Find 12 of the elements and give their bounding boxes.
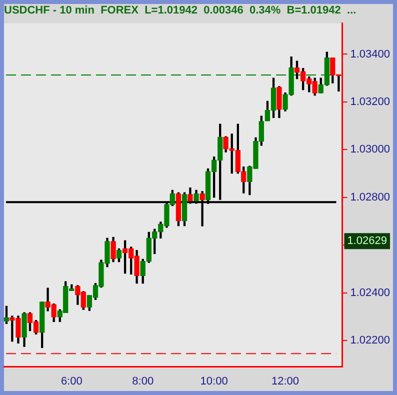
- y-tick-label: 1.02800: [350, 191, 390, 204]
- y-tick-label: 1.03400: [350, 48, 390, 60]
- y-tick-label: 1.02200: [350, 334, 390, 347]
- x-tick-label: 12:00: [272, 375, 300, 388]
- x-tick-label: 10:00: [200, 375, 228, 388]
- y-tick-label: 1.02400: [350, 286, 390, 299]
- y-tick-label: 1.03200: [350, 96, 390, 108]
- chart-title: USDCHF - 10 min FOREX L=1.01942 0.00346 0.34% B=1.01942 ...: [4, 4, 356, 17]
- text: 1.02629: [347, 235, 388, 248]
- x-tick-label: 8:00: [132, 375, 154, 388]
- y-tick-label: 1.03000: [350, 144, 390, 156]
- x-tick-label: 6:00: [60, 375, 82, 388]
